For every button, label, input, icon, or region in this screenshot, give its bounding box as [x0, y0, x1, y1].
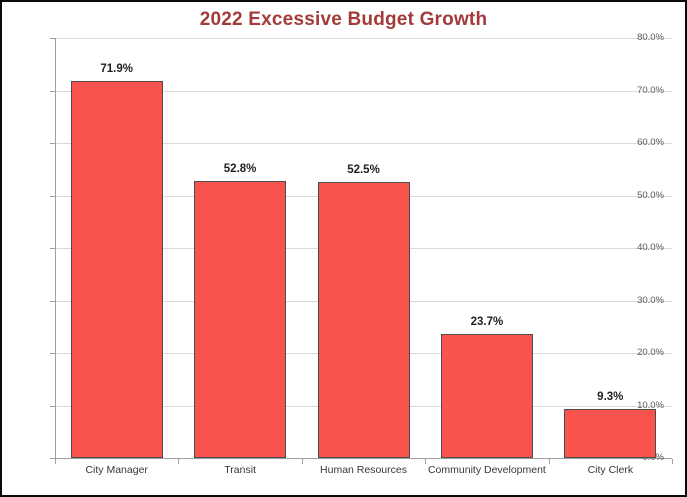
x-axis-tick: [425, 459, 427, 464]
x-axis-category-label: Human Resources: [320, 464, 407, 476]
x-axis-category-labels: City Manager Transit Human Resources Commun…: [55, 464, 672, 477]
bar-city-manager: [70, 80, 163, 458]
bar-data-label: 52.8%: [223, 162, 257, 175]
y-axis-tick-label: 70.0%: [637, 84, 664, 96]
x-axis-tick: [178, 459, 180, 464]
y-axis-tick: [50, 38, 55, 39]
x-axis-tick: [55, 459, 56, 464]
y-axis-tick-label: 50.0%: [637, 189, 664, 201]
y-axis-tick: [50, 458, 55, 459]
y-axis-tick-label: 60.0%: [637, 137, 664, 148]
y-axis-line: [55, 38, 56, 458]
bar-human-resources: [317, 182, 410, 458]
y-axis-tick-label: 30.0%: [637, 294, 664, 306]
bar-community-development: [440, 333, 533, 458]
gridline: [55, 143, 672, 144]
bar-data-label: 9.3%: [597, 391, 624, 404]
x-axis-tick: [548, 459, 550, 464]
y-axis-tick-label: 10.0%: [637, 399, 664, 411]
y-axis-tick: [50, 143, 55, 144]
y-axis-tick: [50, 405, 55, 407]
x-axis-line: [55, 458, 672, 459]
x-axis-category-label: City Clerk: [587, 464, 634, 476]
plot-area: 0.0%10.0%20.0%30.0%40.0%50.0%60.0%70.0%8…: [50, 32, 673, 464]
y-axis-tick-label: 40.0%: [637, 242, 664, 253]
x-axis-tick: [301, 459, 303, 464]
y-axis-tick-label: 20.0%: [637, 347, 664, 358]
chart-title: 2022 Excessive Budget Growth: [199, 9, 488, 30]
x-axis-category-label: City Manager: [85, 464, 148, 476]
gridline: [55, 38, 672, 39]
y-axis-tick: [50, 195, 55, 197]
bar-transit: [194, 180, 287, 458]
gridline: [55, 90, 672, 92]
x-axis-category-label: Transit: [224, 464, 256, 476]
y-axis-tick: [50, 248, 55, 249]
y-axis-tick: [50, 300, 55, 302]
bar-data-label: 23.7%: [470, 315, 504, 328]
y-axis-tick: [50, 353, 55, 354]
x-axis-category-label: Community Development: [427, 464, 546, 476]
x-axis-tick: [672, 459, 673, 464]
y-axis-tick: [50, 90, 55, 92]
bar-data-label: 52.5%: [347, 164, 380, 177]
bar-city-clerk: [564, 409, 657, 458]
bar-data-label: 71.9%: [100, 62, 133, 75]
y-axis-tick-label: 80.0%: [637, 32, 664, 43]
